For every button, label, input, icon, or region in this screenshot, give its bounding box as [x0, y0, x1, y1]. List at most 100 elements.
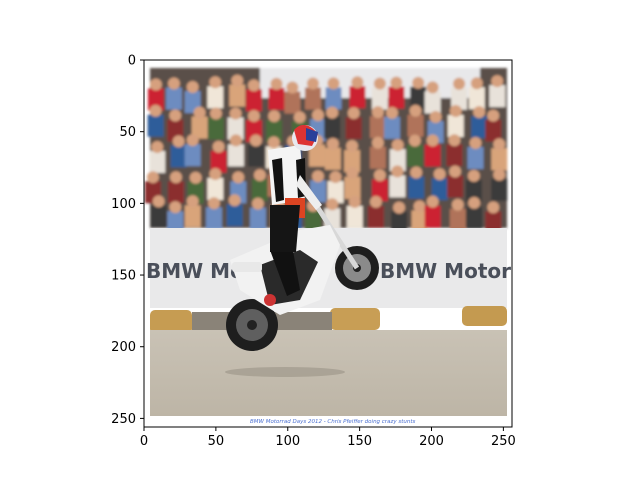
spectator	[184, 144, 201, 167]
spectator-head	[167, 77, 180, 90]
spectator	[167, 181, 184, 204]
spectator	[389, 175, 406, 198]
spectator-head	[268, 110, 281, 123]
spectator-head	[393, 201, 406, 214]
spectator-head	[453, 77, 466, 90]
spectator-head	[487, 109, 500, 122]
spectator-head	[231, 74, 244, 87]
spectator-head	[469, 137, 482, 150]
spectator-head	[493, 168, 506, 181]
spectator	[345, 117, 362, 140]
spectator	[227, 144, 244, 167]
spectator-head	[186, 134, 199, 147]
spectator	[371, 87, 388, 110]
spectator-head	[448, 134, 461, 147]
spectator	[471, 116, 488, 139]
spectator	[245, 89, 262, 112]
spectator-head	[169, 201, 182, 214]
x-tick-label: 50	[208, 434, 225, 449]
spectator-head	[409, 104, 422, 117]
rider	[268, 124, 322, 296]
spectator	[247, 144, 264, 167]
y-tick-label: 0	[128, 54, 136, 69]
spectator	[349, 86, 366, 109]
spectator-head	[312, 170, 325, 183]
spectator-head	[373, 77, 386, 90]
y-tick-label: 100	[111, 197, 136, 212]
spectator-head	[152, 195, 165, 208]
y-tick-label: 200	[111, 340, 136, 355]
spectator	[284, 91, 301, 114]
spectator-head	[306, 77, 319, 90]
spectator	[167, 211, 184, 234]
spectator	[324, 147, 341, 170]
spectator-head	[371, 106, 384, 119]
spectator	[150, 205, 167, 228]
spectator-head	[293, 111, 306, 124]
spectator	[408, 176, 425, 199]
spectator	[424, 91, 441, 114]
spectator-head	[426, 195, 439, 208]
spectator-head	[371, 136, 384, 149]
spectator	[369, 146, 386, 169]
spectator-head	[348, 195, 361, 208]
spectator	[344, 150, 361, 173]
spectator-head	[487, 201, 500, 214]
spectator	[384, 116, 401, 139]
spectator-head	[326, 137, 339, 150]
spectator-head	[228, 194, 241, 207]
spectator	[485, 211, 502, 234]
spectator	[147, 88, 164, 111]
spectator-head	[451, 198, 464, 211]
spectator-head	[426, 81, 439, 94]
spectator	[149, 150, 166, 173]
spectator	[424, 144, 441, 167]
spectator-head	[232, 171, 245, 184]
spectator	[491, 178, 508, 201]
banner-text-right: BMW Motorrad	[380, 259, 549, 283]
spectator-head	[491, 75, 504, 88]
spectator-head	[208, 197, 221, 210]
spectator	[305, 209, 322, 232]
x-tick-label: 250	[491, 434, 516, 449]
spectator-head	[189, 171, 202, 184]
spectator	[449, 208, 466, 231]
spectator	[324, 116, 341, 139]
spectator-head	[433, 168, 446, 181]
spectator-head	[449, 165, 462, 178]
spectator-head	[186, 195, 199, 208]
spectator-head	[493, 138, 506, 151]
spectator-head	[327, 77, 340, 90]
spectator	[371, 179, 388, 202]
spectator	[207, 86, 224, 109]
spectator	[446, 144, 463, 167]
spectator-head	[172, 135, 185, 148]
spectator-head	[429, 110, 442, 123]
y-axis: 0 50 100 150 200 250	[111, 54, 144, 427]
photo: BMW Motorrad BMW Motorrad BMW Motorrad D…	[144, 60, 549, 427]
spectator	[465, 179, 482, 202]
y-tick-label: 50	[119, 125, 136, 140]
spectator	[369, 116, 386, 139]
spectator-head	[209, 167, 222, 180]
spectator	[184, 205, 201, 228]
axes-frame	[143, 59, 513, 428]
spectator	[346, 205, 363, 228]
spectator	[468, 87, 485, 110]
spectator-head	[390, 76, 403, 89]
spectator-head	[149, 104, 162, 117]
spectator	[344, 176, 361, 199]
spectator-head	[408, 134, 421, 147]
spectator-head	[311, 109, 324, 122]
spectator-head	[468, 196, 481, 209]
crowd	[144, 68, 508, 234]
spectator-head	[410, 166, 423, 179]
spectator-head	[473, 106, 486, 119]
spectator	[424, 205, 441, 228]
spectator	[406, 144, 423, 167]
spectator	[165, 87, 182, 110]
spectator	[191, 116, 208, 139]
spectator-head	[146, 171, 159, 184]
spectator-head	[193, 106, 206, 119]
spectator-head	[391, 165, 404, 178]
